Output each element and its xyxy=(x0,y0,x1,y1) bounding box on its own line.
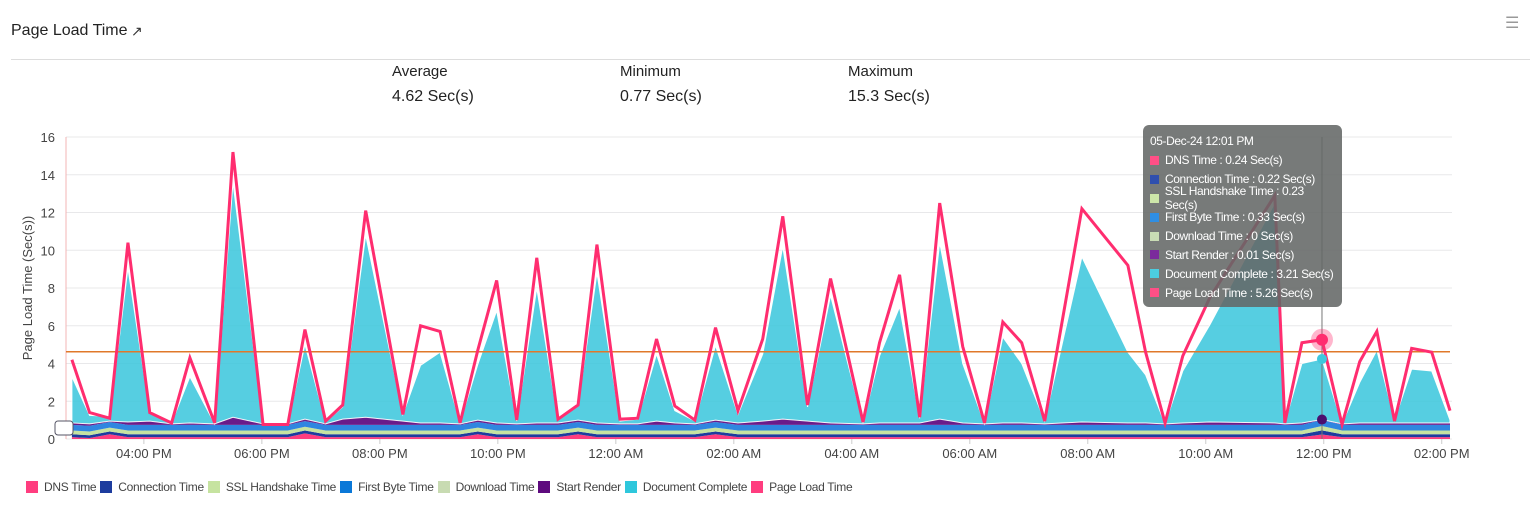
legend-item[interactable]: Start Render xyxy=(538,480,621,494)
stat-average: Average 4.62 Sec(s) xyxy=(392,63,474,106)
legend-item[interactable]: DNS Time xyxy=(26,480,97,494)
stat-minimum: Minimum 0.77 Sec(s) xyxy=(620,63,702,106)
area-dns-time xyxy=(71,433,1450,439)
legend-item[interactable]: SSL Handshake Time xyxy=(207,480,337,494)
stat-value: 15.3 Sec(s) xyxy=(848,88,930,105)
x-tick-label: 10:00 PM xyxy=(470,446,526,461)
stat-label: Minimum xyxy=(620,63,681,80)
y-tick-label: 8 xyxy=(48,281,55,296)
external-link-icon[interactable]: ↗ xyxy=(131,23,143,39)
tooltip-row-text: Document Complete : 3.21 Sec(s) xyxy=(1165,266,1334,281)
x-tick-label: 06:00 AM xyxy=(942,446,997,461)
x-tick-label: 08:00 AM xyxy=(1060,446,1115,461)
x-tick-label: 04:00 AM xyxy=(824,446,879,461)
widget-title: Page Load Time xyxy=(11,22,128,39)
area-connection-time xyxy=(71,430,1450,439)
series-swatch xyxy=(1150,269,1159,279)
legend-item[interactable]: Page Load Time xyxy=(751,480,853,494)
x-tick-label: 06:00 PM xyxy=(234,446,290,461)
legend-swatch xyxy=(207,481,220,493)
tooltip-row: Connection Time : 0.22 Sec(s) xyxy=(1150,170,1335,189)
legend-item[interactable]: First Byte Time xyxy=(340,480,434,494)
series-swatch xyxy=(1150,174,1159,184)
x-tick-label: 08:00 PM xyxy=(352,446,408,461)
stat-value: 4.62 Sec(s) xyxy=(392,88,474,105)
legend-swatch xyxy=(340,481,353,493)
area-ssl-handshake-time xyxy=(71,425,1450,436)
legend-label: Document Complete xyxy=(642,480,748,494)
legend-item[interactable]: Connection Time xyxy=(100,480,204,494)
stat-label: Average xyxy=(392,63,448,80)
x-tick-label: 04:00 PM xyxy=(116,446,172,461)
tooltip-row-text: Page Load Time : 5.26 Sec(s) xyxy=(1165,285,1313,300)
stat-value: 0.77 Sec(s) xyxy=(620,88,702,105)
tooltip-row: Start Render : 0.01 Sec(s) xyxy=(1150,245,1335,264)
legend-item[interactable]: Document Complete xyxy=(624,480,748,494)
chart-legend: DNS Time Connection Time SSL Handshake Tim… xyxy=(26,480,856,494)
y-axis-title: Page Load Time (Sec(s)) xyxy=(20,216,35,361)
legend-label: DNS Time xyxy=(44,480,97,494)
legend-label: SSL Handshake Time xyxy=(225,480,337,494)
legend-label: Download Time xyxy=(455,480,535,494)
legend-item[interactable]: Download Time xyxy=(437,480,535,494)
legend-label: Page Load Time xyxy=(769,480,853,494)
highlight-point-start-render xyxy=(1316,414,1327,425)
series-swatch xyxy=(1150,212,1159,222)
tooltip-row: Page Load Time : 5.26 Sec(s) xyxy=(1150,283,1335,302)
y-tick-label: 14 xyxy=(41,168,55,183)
series-swatch xyxy=(1150,250,1159,260)
legend-swatch xyxy=(538,481,551,493)
highlight-point-document-complete xyxy=(1316,353,1327,364)
x-tick-label: 12:00 PM xyxy=(1296,446,1352,461)
tooltip-row-text: Start Render : 0.01 Sec(s) xyxy=(1165,247,1294,262)
hamburger-icon[interactable]: ☰ xyxy=(1505,15,1520,32)
legend-label: First Byte Time xyxy=(358,480,434,494)
tooltip-row-text: DNS Time : 0.24 Sec(s) xyxy=(1165,153,1283,168)
y-tick-label: 16 xyxy=(41,130,55,145)
x-tick-label: 10:00 AM xyxy=(1178,446,1233,461)
tooltip-row-text: SSL Handshake Time : 0.23 Sec(s) xyxy=(1164,184,1304,213)
y-tick-label: 0 xyxy=(48,432,55,447)
tooltip-row-text: Connection Time : 0.22 Sec(s) xyxy=(1165,172,1315,187)
legend-swatch xyxy=(437,481,450,493)
tooltip-row: Download Time : 0 Sec(s) xyxy=(1150,227,1335,246)
y-tick-label: 2 xyxy=(48,394,55,409)
legend-swatch xyxy=(26,481,38,493)
y-tick-label: 6 xyxy=(48,319,55,334)
annotation-icon xyxy=(54,420,74,436)
legend-label: Connection Time xyxy=(118,480,204,494)
legend-swatch xyxy=(751,481,764,493)
stat-label: Maximum xyxy=(848,63,914,80)
series-swatch xyxy=(1150,155,1159,165)
series-swatch xyxy=(1150,231,1159,241)
legend-label: Start Render xyxy=(556,480,621,494)
tooltip-title: 05-Dec-24 12:01 PM xyxy=(1150,134,1254,148)
x-tick-label: 12:00 AM xyxy=(588,446,643,461)
tooltip-row: First Byte Time : 0.33 Sec(s) xyxy=(1150,208,1335,227)
highlight-point xyxy=(1315,333,1328,346)
y-tick-label: 4 xyxy=(48,357,55,372)
legend-swatch xyxy=(624,481,637,493)
area-first-byte-time xyxy=(71,419,1450,432)
legend-swatch xyxy=(100,481,113,493)
x-tick-label: 02:00 AM xyxy=(706,446,761,461)
stat-maximum: Maximum 15.3 Sec(s) xyxy=(848,63,930,106)
tooltip-row: Document Complete : 3.21 Sec(s) xyxy=(1150,264,1335,283)
series-swatch xyxy=(1150,193,1159,203)
series-swatch xyxy=(1150,288,1159,298)
tooltip-row-text: Download Time : 0 Sec(s) xyxy=(1165,229,1293,243)
y-tick-label: 10 xyxy=(41,243,55,258)
y-tick-label: 12 xyxy=(41,206,55,221)
x-tick-label: 02:00 PM xyxy=(1414,446,1470,461)
divider xyxy=(11,59,1530,60)
tooltip-row-text: First Byte Time : 0.33 Sec(s) xyxy=(1165,210,1305,225)
tooltip-row: DNS Time : 0.24 Sec(s) xyxy=(1150,151,1335,170)
chart-tooltip: 05-Dec-24 12:01 PM DNS Time : 0.24 Sec(s… xyxy=(1143,125,1342,307)
tooltip-row: SSL Handshake Time : 0.23 Sec(s) xyxy=(1150,184,1335,212)
